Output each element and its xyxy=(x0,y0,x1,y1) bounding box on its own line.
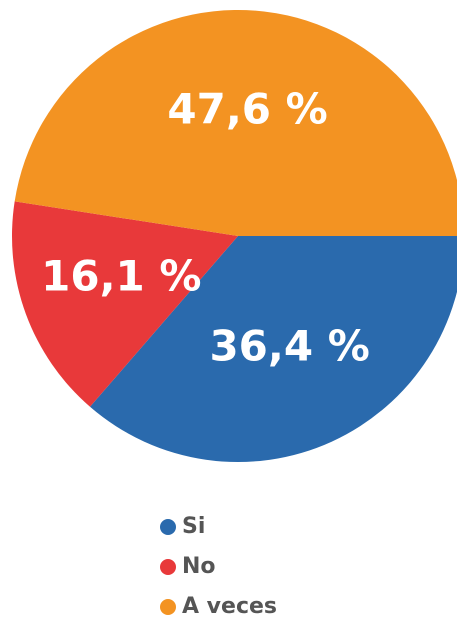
value-label: 36,4 % xyxy=(209,322,369,371)
legend-swatch xyxy=(160,559,176,575)
legend-swatch xyxy=(160,599,176,615)
legend-label: No xyxy=(182,554,216,579)
pie-slice xyxy=(12,201,239,407)
legend-swatch xyxy=(160,519,176,535)
pie-slice xyxy=(90,236,457,462)
value-label: 47,6 % xyxy=(167,85,327,134)
value-label: 16,1 % xyxy=(41,251,201,300)
legend-label: Si xyxy=(182,514,205,539)
legend-label: A veces xyxy=(182,594,277,619)
pie-slice xyxy=(14,10,457,236)
